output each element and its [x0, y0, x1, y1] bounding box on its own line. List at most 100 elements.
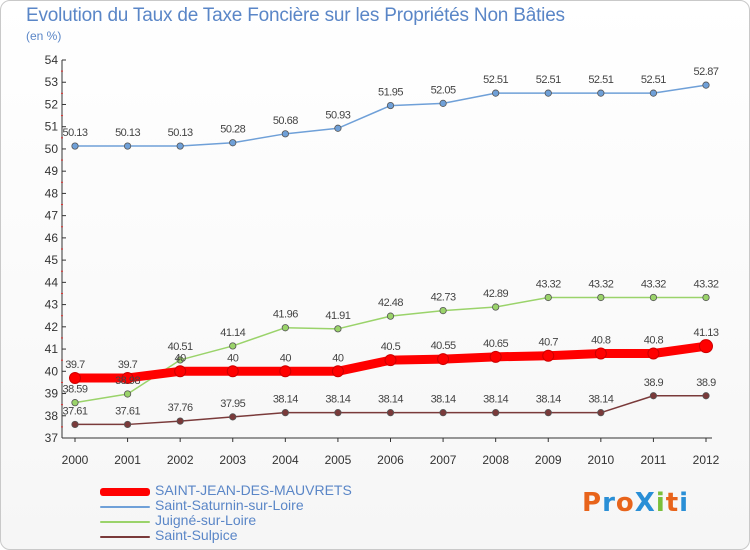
legend-swatch — [100, 521, 150, 523]
x-tick-label: 2002 — [167, 453, 194, 467]
data-point — [229, 342, 237, 350]
data-label: 50.93 — [325, 109, 350, 121]
data-label: 39.7 — [65, 359, 85, 371]
data-point — [174, 365, 187, 378]
data-point — [334, 124, 342, 132]
logo-letter: P — [582, 488, 603, 518]
data-label: 40 — [332, 352, 344, 364]
data-label: 40.51 — [168, 341, 193, 353]
data-point — [71, 142, 79, 150]
data-label: 43.32 — [641, 278, 666, 290]
data-point — [331, 365, 344, 378]
data-point — [334, 325, 342, 333]
data-label: 40 — [175, 352, 187, 364]
data-label: 51.95 — [378, 87, 403, 99]
data-label: 42.48 — [378, 297, 403, 309]
data-label: 50.13 — [62, 127, 87, 139]
y-tick-label: 45 — [45, 253, 59, 267]
data-label: 42.73 — [431, 292, 456, 304]
data-point — [281, 409, 289, 417]
data-label: 43.32 — [536, 278, 561, 290]
data-label: 37.61 — [62, 405, 87, 417]
data-label: 38.14 — [431, 394, 456, 406]
y-tick-label: 38 — [45, 409, 59, 423]
data-point — [386, 409, 395, 417]
data-point — [229, 139, 237, 147]
legend-label: Saint-Sulpice — [155, 527, 238, 543]
data-label: 41.96 — [273, 309, 298, 321]
data-label: 38.9 — [696, 377, 716, 389]
data-label: 52.51 — [536, 74, 561, 86]
y-tick-label: 52 — [45, 97, 59, 111]
data-point — [702, 81, 710, 89]
proxiti-logo: ProXiti — [582, 488, 689, 518]
y-tick-label: 54 — [45, 53, 59, 67]
data-label: 50.68 — [273, 115, 298, 127]
data-label: 41.91 — [325, 310, 350, 322]
data-point — [71, 399, 79, 407]
data-point — [386, 101, 395, 110]
y-tick-label: 50 — [45, 142, 59, 156]
data-label: 37.76 — [168, 402, 193, 414]
data-label: 50.28 — [220, 124, 245, 136]
data-label: 52.51 — [483, 74, 508, 86]
y-tick-label: 49 — [45, 164, 59, 178]
data-point — [384, 354, 397, 367]
data-point — [176, 417, 184, 425]
data-point — [176, 142, 184, 150]
y-tick-label: 51 — [45, 120, 59, 134]
data-label: 40.7 — [539, 337, 559, 349]
logo-letter: t — [665, 488, 680, 518]
data-point — [649, 293, 658, 302]
data-label: 52.87 — [693, 66, 718, 78]
data-point — [334, 409, 342, 417]
data-point — [69, 371, 81, 384]
data-point — [594, 347, 607, 360]
x-tick-label: 2008 — [482, 453, 509, 467]
legend-label: Saint-Saturnin-sur-Loire — [155, 497, 304, 513]
data-label: 40.55 — [431, 340, 456, 352]
x-tick-label: 2012 — [693, 453, 720, 467]
x-tick-label: 2005 — [325, 453, 352, 467]
data-point — [492, 89, 500, 97]
y-tick-label: 42 — [45, 320, 59, 334]
y-tick-label: 37 — [45, 431, 59, 445]
chart-subtitle: (en %) — [26, 29, 62, 43]
y-tick-label: 44 — [45, 275, 59, 289]
data-point — [702, 293, 710, 302]
data-point — [544, 89, 552, 97]
chart-title: Evolution du Taux de Taxe Foncière sur l… — [26, 5, 565, 26]
data-point — [649, 89, 658, 97]
y-tick-label: 40 — [45, 364, 59, 378]
data-label: 38.14 — [588, 394, 613, 406]
data-point — [226, 365, 239, 378]
y-tick-label: 43 — [45, 298, 59, 312]
data-point — [123, 420, 132, 429]
data-point — [437, 353, 450, 366]
data-point — [699, 339, 713, 354]
data-point — [123, 142, 132, 150]
data-label: 38.14 — [483, 394, 508, 406]
data-point — [489, 350, 502, 363]
y-tick-label: 39 — [45, 387, 59, 401]
data-point — [123, 390, 132, 398]
data-label: 38.14 — [273, 394, 298, 406]
data-point — [649, 392, 658, 400]
data-point — [702, 392, 710, 400]
data-point — [647, 347, 660, 360]
data-point — [279, 365, 292, 378]
logo-letter: r — [602, 488, 616, 518]
data-label: 40.5 — [381, 341, 401, 353]
y-tick-label: 46 — [45, 231, 59, 245]
legend-swatch — [100, 488, 150, 496]
data-point — [597, 293, 605, 302]
logo-letter: X — [634, 488, 656, 518]
data-label: 40 — [280, 352, 292, 364]
data-point — [121, 371, 134, 384]
data-label: 52.51 — [588, 74, 613, 86]
logo-letter: i — [679, 488, 690, 518]
data-point — [597, 89, 605, 97]
legend-label: Juigné-sur-Loire — [155, 512, 257, 528]
